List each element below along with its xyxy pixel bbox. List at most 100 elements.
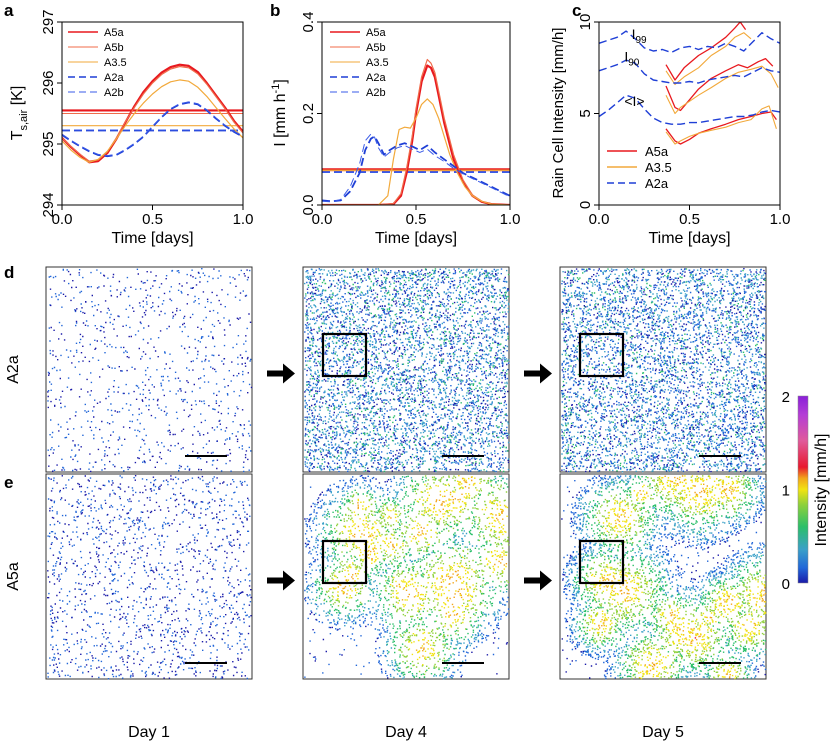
zoom-box (578, 332, 625, 378)
y-tick-label: 295 (40, 131, 57, 156)
x-tick-label: 0.5 (142, 211, 163, 228)
transition-arrow (524, 363, 552, 384)
transition-arrow (267, 363, 295, 384)
colorbar-tick-label: 1 (782, 483, 790, 500)
legend-label: A5a (645, 144, 669, 159)
y-tick-label: 297 (40, 9, 57, 34)
column-label-day-4: Day 4 (385, 724, 427, 741)
panel-c-rain-cell-chart: 0.0 0.5 1.0 0 5 10 Time [days] Rain Cell Intens… (550, 14, 790, 247)
rain-cells (304, 268, 510, 473)
map-a5a-day-4 (302, 473, 510, 680)
panel-letter-b: b (270, 1, 280, 20)
series-line-a2a-mean (599, 94, 780, 125)
legend-label: A5a (366, 27, 386, 39)
transition-arrow (524, 570, 552, 591)
curve-label: I90 (624, 49, 639, 69)
x-tick-label: 0.0 (52, 211, 73, 228)
series-line-a3-5-i90 (665, 65, 779, 115)
series-line-a3-5 (322, 98, 510, 205)
rain-cells (561, 475, 767, 680)
series-line-a2b (322, 133, 510, 203)
rain-cell-pixels (321, 475, 510, 676)
x-tick-label: 0.0 (589, 211, 610, 228)
rain-cells (561, 268, 767, 473)
x-tick-label: 1.0 (233, 211, 254, 228)
legend-label: A2a (366, 72, 386, 84)
panel-letter-d: d (4, 263, 14, 282)
row-label-a2a: A2a (5, 355, 22, 384)
rain-cells (304, 475, 510, 680)
map-a5a-day-1 (45, 473, 253, 680)
column-label-day-1: Day 1 (128, 724, 170, 741)
precipitation-snapshot-grid: A2a A5a Day 1 Day 4 Day 5 (5, 266, 767, 741)
zoom-box (321, 539, 368, 585)
series-line-a2a-i90 (599, 59, 780, 84)
rain-cell-pixels (328, 475, 509, 666)
panel-letter-e: e (4, 473, 13, 492)
series-line-a3-5-mean (665, 105, 777, 145)
rain-cell-pixels (694, 637, 697, 639)
panel-a-temperature-chart: 0.0 0.5 1.0 294 295 296 297 Time [days] Ts,air [… (9, 9, 253, 247)
map-a5a-day-5 (559, 473, 767, 680)
series-line-a3-5-i99 (665, 32, 752, 86)
y-tick-label: 294 (40, 192, 57, 217)
map-a2a-day-5 (559, 266, 767, 473)
y-axis-label: Rain Cell Intensity [mm/h] (550, 28, 567, 199)
y-tick-label: 0.2 (300, 103, 317, 124)
panel-letter-c: c (572, 1, 581, 20)
colorbar-label: Intensity [mm/h] (813, 434, 830, 547)
x-tick-label: 1.0 (500, 211, 521, 228)
y-tick-label: 296 (40, 70, 57, 95)
legend-label: A2a (645, 176, 669, 191)
intensity-colorbar: 0 1 2 Intensity [mm/h] (782, 389, 830, 593)
map-frame (45, 473, 253, 680)
colorbar-tick-label: 2 (782, 389, 790, 406)
map-frame (45, 266, 253, 473)
y-axis-label: Ts,air [K] (9, 86, 30, 141)
series-line-a5a (322, 64, 510, 205)
series-line-a2a-i99 (599, 30, 780, 54)
y-tick-label: 0.4 (300, 12, 317, 33)
rain-cell-pixels (561, 268, 766, 473)
series-line-a3-5 (62, 79, 243, 163)
y-tick-label: 0.0 (300, 195, 317, 216)
row-label-a5a: A5a (5, 562, 22, 591)
zoom-box (578, 539, 625, 585)
y-tick-label: 0 (577, 201, 594, 209)
rain-cell-pixels (304, 268, 510, 473)
series-line-a5a-mean (665, 111, 777, 145)
panel-letter-a: a (4, 1, 14, 20)
colorbar-tick-label: 0 (782, 576, 790, 593)
curve-label: I99 (632, 26, 647, 46)
x-tick-label: 0.5 (406, 211, 427, 228)
x-tick-label: 0.0 (312, 211, 333, 228)
x-axis-label: Time [days] (375, 230, 457, 247)
curve-label: <I> (624, 93, 644, 109)
legend-label: A2a (104, 72, 124, 84)
series-line-a5a-i99 (665, 22, 747, 81)
y-tick-label: 5 (577, 109, 594, 117)
x-axis-label: Time [days] (648, 230, 730, 247)
x-tick-label: 1.0 (770, 211, 791, 228)
series-line-a5a-i90 (665, 57, 774, 112)
legend-label: A3.5 (366, 57, 389, 69)
map-a2a-day-1 (45, 266, 253, 473)
legend-label: A5a (104, 27, 124, 39)
transition-arrow (267, 570, 295, 591)
series-line-a2a (322, 135, 510, 203)
x-axis-label: Time [days] (111, 230, 193, 247)
map-a2a-day-4 (302, 266, 510, 473)
legend-label: A2b (366, 87, 386, 99)
legend-label: A5b (104, 42, 124, 54)
zoom-box (321, 332, 368, 378)
legend-label: A5b (366, 42, 386, 54)
y-axis-label: I [mm h-1] (270, 79, 289, 147)
panel-b-intensity-chart: 0.0 0.5 1.0 0.0 0.2 0.4 Time [days] I [mm h-1] A… (270, 12, 520, 247)
legend-label: A2b (104, 87, 124, 99)
legend-label: A3.5 (645, 160, 672, 175)
y-tick-label: 10 (577, 14, 594, 31)
column-label-day-5: Day 5 (642, 724, 684, 741)
x-tick-label: 0.5 (679, 211, 700, 228)
colorbar-gradient (797, 395, 809, 584)
